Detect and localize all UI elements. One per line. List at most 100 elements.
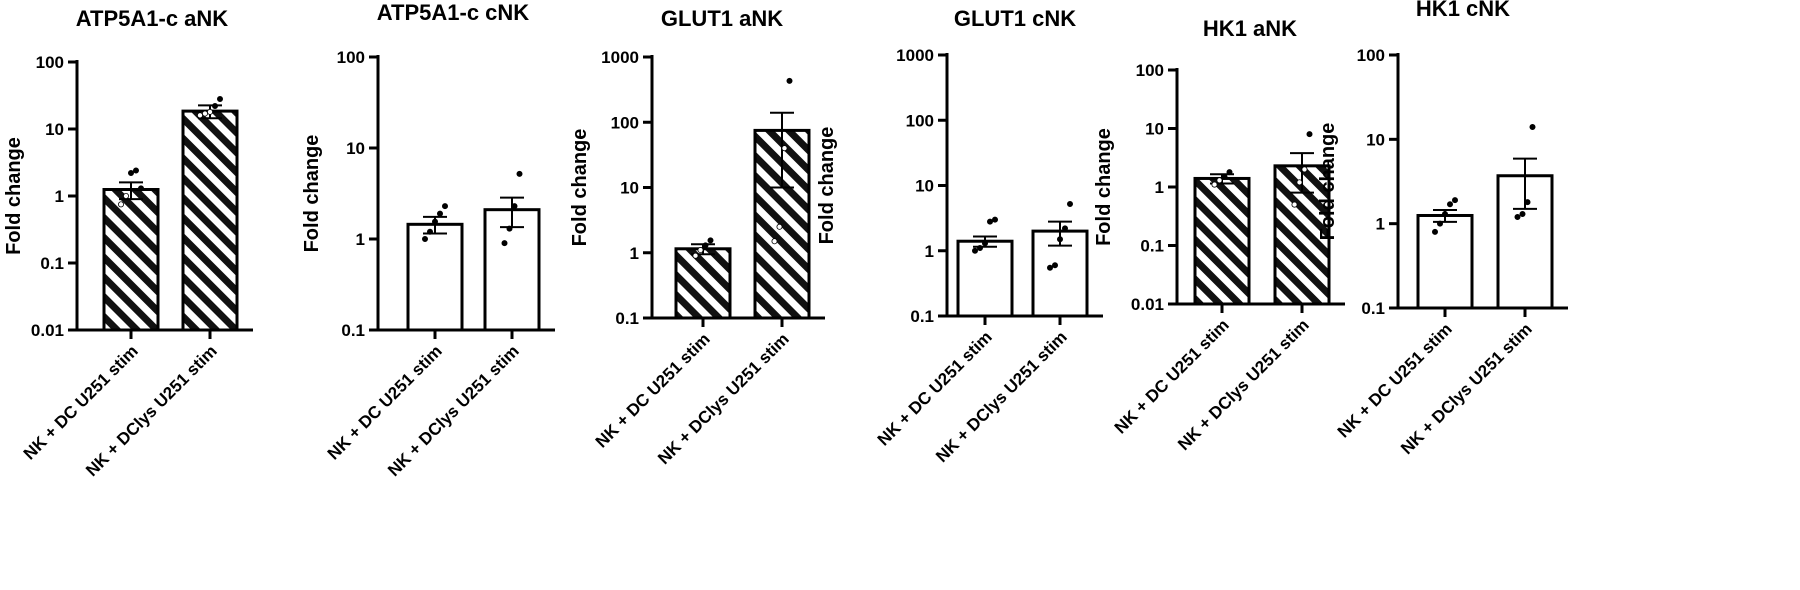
data-point <box>211 103 218 110</box>
data-point <box>692 252 699 259</box>
data-point <box>697 247 704 254</box>
data-point <box>1211 181 1218 188</box>
y-tick-label: 0.1 <box>615 309 639 328</box>
data-point <box>201 110 208 117</box>
y-tick-label: 1 <box>1155 178 1164 197</box>
data-point <box>1514 213 1521 220</box>
data-point <box>1221 173 1228 180</box>
data-point <box>137 185 144 192</box>
chart-title: HK1 cNK <box>1416 0 1510 21</box>
data-point <box>506 225 513 232</box>
data-point <box>972 247 979 254</box>
data-point <box>1519 211 1526 218</box>
data-point <box>1226 169 1233 176</box>
bar <box>1193 176 1251 306</box>
y-axis-label: Fold change <box>569 129 591 247</box>
data-point <box>1437 220 1444 227</box>
data-point <box>982 240 989 247</box>
bar <box>102 188 160 332</box>
data-point <box>1052 262 1059 269</box>
data-point <box>992 216 999 223</box>
category-label: NK + DClys U251 stim <box>1397 319 1536 458</box>
data-point <box>436 210 443 217</box>
data-point <box>1057 236 1064 243</box>
y-tick-label: 0.1 <box>341 321 365 340</box>
y-tick-label: 0.01 <box>1131 295 1164 314</box>
y-tick-label: 1 <box>630 244 639 263</box>
data-point <box>1216 177 1223 184</box>
data-point <box>118 201 125 208</box>
y-axis-label: Fold change <box>3 137 25 255</box>
data-point <box>421 235 428 242</box>
chart-panel-4: GLUT1 cNK Fold change 0.1 1 10 100 1000 NK + DC… <box>816 6 1103 466</box>
y-tick-label: 1 <box>1376 215 1385 234</box>
y-tick-label: 10 <box>620 179 639 198</box>
bar <box>1416 213 1474 310</box>
bar <box>956 239 1014 318</box>
data-point <box>1442 211 1449 218</box>
data-point <box>123 192 130 199</box>
y-tick-label: 10 <box>1366 130 1385 149</box>
data-point <box>1296 179 1303 186</box>
chart-title: ATP5A1-c cNK <box>377 0 530 25</box>
data-point <box>127 170 134 177</box>
data-point <box>707 237 714 244</box>
data-point <box>977 245 984 252</box>
data-point <box>1067 201 1074 208</box>
data-point <box>132 167 139 174</box>
data-point <box>196 112 203 119</box>
data-point <box>1062 225 1069 232</box>
y-tick-label: 1 <box>356 230 365 249</box>
data-point <box>781 145 788 152</box>
data-point <box>776 223 783 230</box>
y-tick-label: 100 <box>1357 46 1385 65</box>
data-point <box>431 218 438 225</box>
y-axis-label: Fold change <box>301 135 323 253</box>
chart-title: ATP5A1-c aNK <box>76 6 229 31</box>
data-point <box>1047 264 1054 271</box>
y-tick-label: 1000 <box>896 46 934 65</box>
data-point <box>1452 197 1459 204</box>
data-point <box>1524 199 1531 206</box>
y-tick-label: 0.1 <box>910 307 934 326</box>
category-label: NK + DClys U251 stim <box>384 341 523 480</box>
y-tick-label: 100 <box>337 48 365 67</box>
data-point <box>206 108 213 115</box>
y-tick-label: 100 <box>906 111 934 130</box>
data-point <box>516 170 523 177</box>
data-point <box>426 228 433 235</box>
chart-title: GLUT1 aNK <box>661 6 783 31</box>
y-tick-label: 10 <box>915 177 934 196</box>
y-axis-label: Fold change <box>1317 123 1339 241</box>
y-tick-label: 0.1 <box>1361 299 1385 318</box>
y-axis-label: Fold change <box>1093 128 1115 246</box>
data-point <box>441 203 448 210</box>
y-tick-label: 10 <box>1145 120 1164 139</box>
bar <box>181 109 239 332</box>
category-label: NK + DClys U251 stim <box>82 341 221 480</box>
chart-title: GLUT1 cNK <box>954 6 1076 31</box>
y-tick-label: 1 <box>55 187 64 206</box>
data-point <box>1447 201 1454 208</box>
data-point <box>1291 201 1298 208</box>
category-label: NK + DClys U251 stim <box>932 327 1071 466</box>
data-point <box>1306 131 1313 138</box>
y-tick-label: 0.01 <box>31 321 64 340</box>
y-tick-label: 0.1 <box>1140 237 1164 256</box>
data-point <box>511 203 518 210</box>
data-point <box>702 242 709 249</box>
y-tick-label: 10 <box>346 139 365 158</box>
y-tick-label: 100 <box>36 53 64 72</box>
category-label: NK + DClys U251 stim <box>1174 315 1313 454</box>
data-point <box>987 218 994 225</box>
y-tick-label: 0.1 <box>40 254 64 273</box>
chart-panel-3: GLUT1 aNK Fold change 0.1 1 10 100 1000 NK + DC… <box>569 6 825 468</box>
data-point <box>501 240 508 247</box>
data-point <box>1432 228 1439 235</box>
data-point <box>786 77 793 84</box>
chart-panel-1: ATP5A1-c aNK Fold change 0.01 0.1 1 10 100 NK +… <box>3 6 253 480</box>
